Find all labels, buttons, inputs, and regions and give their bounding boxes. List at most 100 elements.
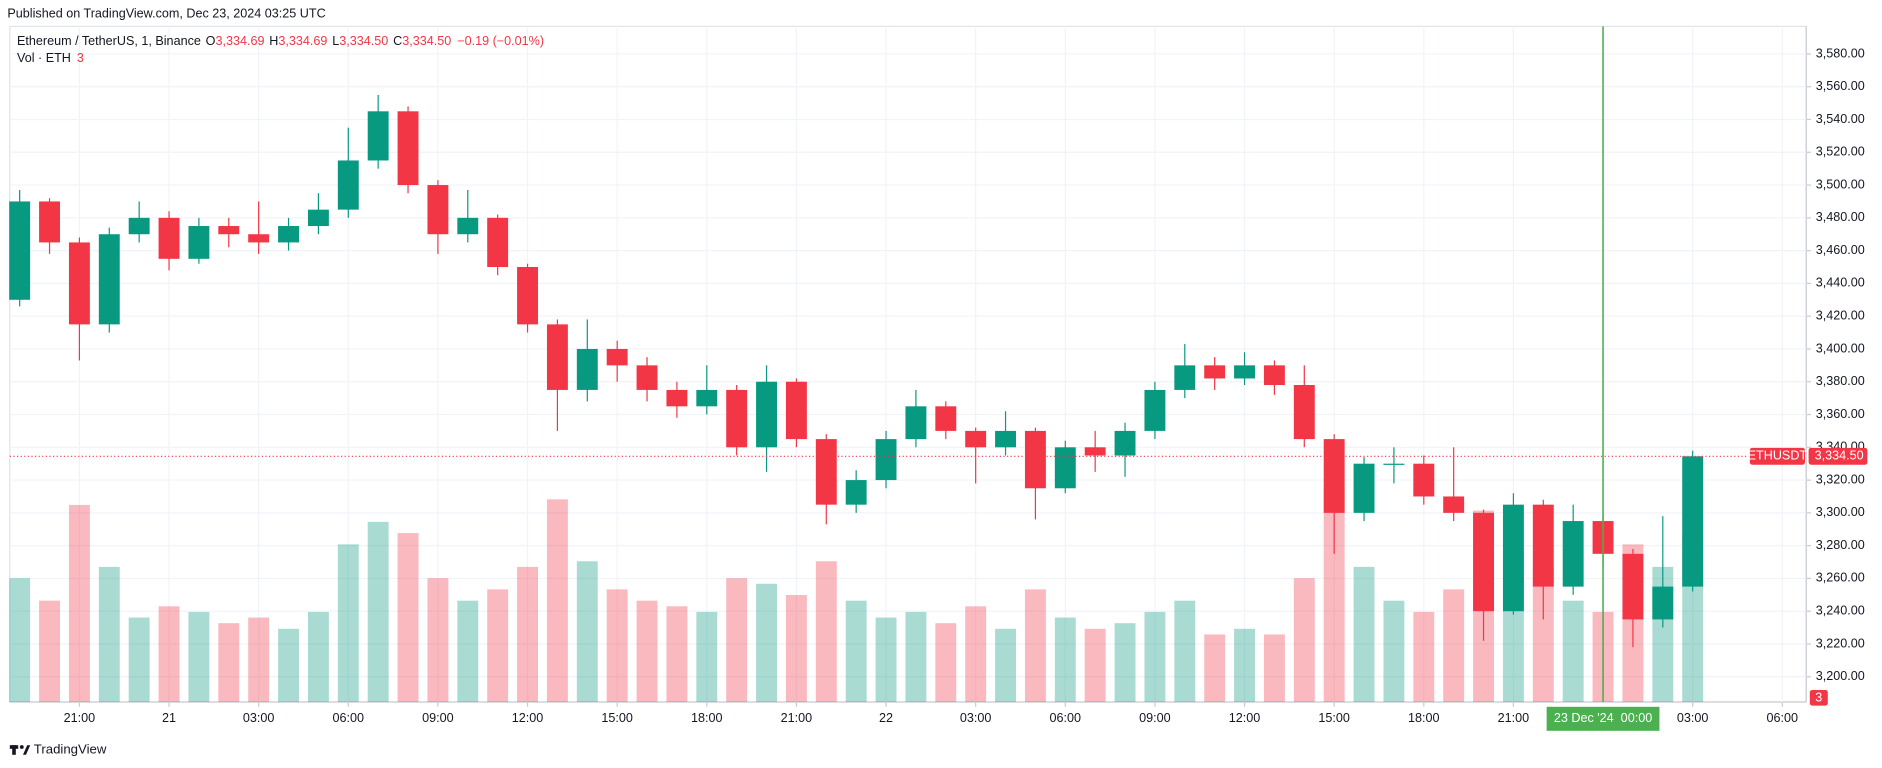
- candle-body: [666, 389, 688, 407]
- volume-bar: [367, 521, 389, 702]
- candle-body: [965, 430, 987, 448]
- symbol: Ethereum / TetherUS, 1, Binance: [17, 34, 201, 48]
- candle-body: [1234, 365, 1256, 379]
- brand-logo: [9, 745, 31, 755]
- crosshair-badge: [1546, 706, 1660, 731]
- candle-body: [1293, 385, 1315, 440]
- high-value: 3,334.69: [278, 34, 327, 48]
- candle-body: [1174, 365, 1196, 390]
- volume-bar: [158, 606, 180, 702]
- volume-bar: [188, 611, 210, 702]
- volume-bar: [307, 611, 329, 702]
- candle-body: [756, 381, 777, 448]
- candle-body: [995, 430, 1016, 448]
- candle-body: [427, 185, 449, 235]
- candle-body: [1323, 439, 1345, 513]
- volume-bar: [995, 628, 1016, 702]
- candle-body: [367, 111, 389, 161]
- candle-body: [1502, 504, 1524, 612]
- volume-bar: [457, 600, 479, 702]
- candle-body: [1473, 512, 1495, 612]
- volume-legend: Vol · ETH 3: [17, 51, 84, 65]
- volume-bar: [576, 561, 598, 702]
- symbol-badge-label: ETHUSDT: [1748, 449, 1808, 463]
- candle-body: [1263, 365, 1285, 386]
- volume-bar: [1084, 628, 1106, 702]
- y-tick-label: 3,460.00: [1816, 243, 1865, 257]
- x-tick-label: 12:00: [1229, 711, 1261, 725]
- candle-body: [457, 217, 479, 235]
- candle-body: [337, 160, 359, 210]
- x-tick-label: 15:00: [601, 711, 633, 725]
- volume-value: 3: [77, 51, 84, 65]
- volume-bar: [636, 600, 658, 702]
- volume-bar: [1054, 617, 1076, 702]
- volume-name: Vol · ETH: [17, 51, 71, 65]
- y-tick-label: 3,240.00: [1816, 604, 1865, 618]
- brand: TradingView: [34, 741, 107, 756]
- close-value: 3,334.50: [402, 34, 451, 48]
- volume-bar: [606, 589, 628, 702]
- volume-bar: [1293, 578, 1315, 702]
- legend-line: Ethereum / TetherUS, 1, Binance O3,334.69…: [17, 34, 544, 48]
- y-tick-label: 3,520.00: [1816, 145, 1865, 159]
- h-key: H: [269, 34, 278, 48]
- candle-body: [1353, 463, 1375, 513]
- candle-body: [1054, 447, 1076, 489]
- volume-bar: [1532, 566, 1554, 702]
- candle-body: [278, 226, 299, 243]
- candle-body: [875, 439, 897, 481]
- volume-bar: [696, 611, 718, 702]
- volume-bar: [427, 578, 449, 702]
- volume-bar: [1204, 634, 1226, 702]
- y-tick-label: 3,280.00: [1816, 538, 1865, 552]
- l-key: L: [332, 34, 339, 48]
- candle-body: [397, 111, 419, 186]
- volume-bar: [815, 561, 837, 702]
- candle-body: [1383, 463, 1405, 465]
- candle-body: [1114, 430, 1136, 456]
- x-tick-label: 21:00: [64, 711, 96, 725]
- y-tick-label: 3,500.00: [1816, 177, 1865, 191]
- x-tick-label: 21: [162, 711, 176, 725]
- candle-body: [1443, 496, 1465, 513]
- x-tick-label: 21:00: [781, 711, 813, 725]
- candle-body: [39, 201, 60, 243]
- candle-body: [1682, 456, 1704, 587]
- volume-bar: [1562, 600, 1584, 702]
- crosshair-label: 23 Dec '24 00:00: [1554, 711, 1652, 725]
- volume-bar: [278, 628, 299, 702]
- y-tick-label: 3,480.00: [1816, 210, 1865, 224]
- y-tick-label: 3,360.00: [1816, 407, 1865, 421]
- y-tick-label: 3,420.00: [1816, 309, 1865, 323]
- volume-bar: [785, 595, 807, 702]
- volume-bar: [1174, 600, 1196, 702]
- candle-body: [1622, 553, 1644, 620]
- y-tick-label: 3,540.00: [1816, 112, 1865, 126]
- volume-bar: [68, 504, 90, 702]
- volume-bar: [1383, 600, 1405, 702]
- volume-bar: [1024, 589, 1046, 702]
- candle-body: [905, 406, 927, 440]
- volume-bar: [337, 544, 359, 702]
- volume-bar: [666, 606, 688, 702]
- x-tick-label: 03:00: [1677, 711, 1709, 725]
- volume-bar: [1353, 566, 1375, 702]
- volume-bar: [517, 566, 538, 702]
- symbol-badge: [1749, 447, 1805, 465]
- candle-body: [128, 217, 150, 235]
- volume-bar: [98, 566, 120, 702]
- volume-bar: [1234, 628, 1256, 702]
- low-value: 3,334.50: [339, 34, 388, 48]
- volume-bar: [905, 611, 927, 702]
- open-value: 3,334.69: [215, 34, 264, 48]
- volume-bar: [756, 583, 777, 702]
- volume-bar: [487, 589, 509, 702]
- x-tick-label: 12:00: [512, 711, 544, 725]
- candle-body: [68, 242, 90, 325]
- x-tick-label: 09:00: [422, 711, 454, 725]
- x-tick-label: 06:00: [333, 711, 365, 725]
- volume-bar: [128, 617, 150, 702]
- candle-body: [517, 267, 538, 325]
